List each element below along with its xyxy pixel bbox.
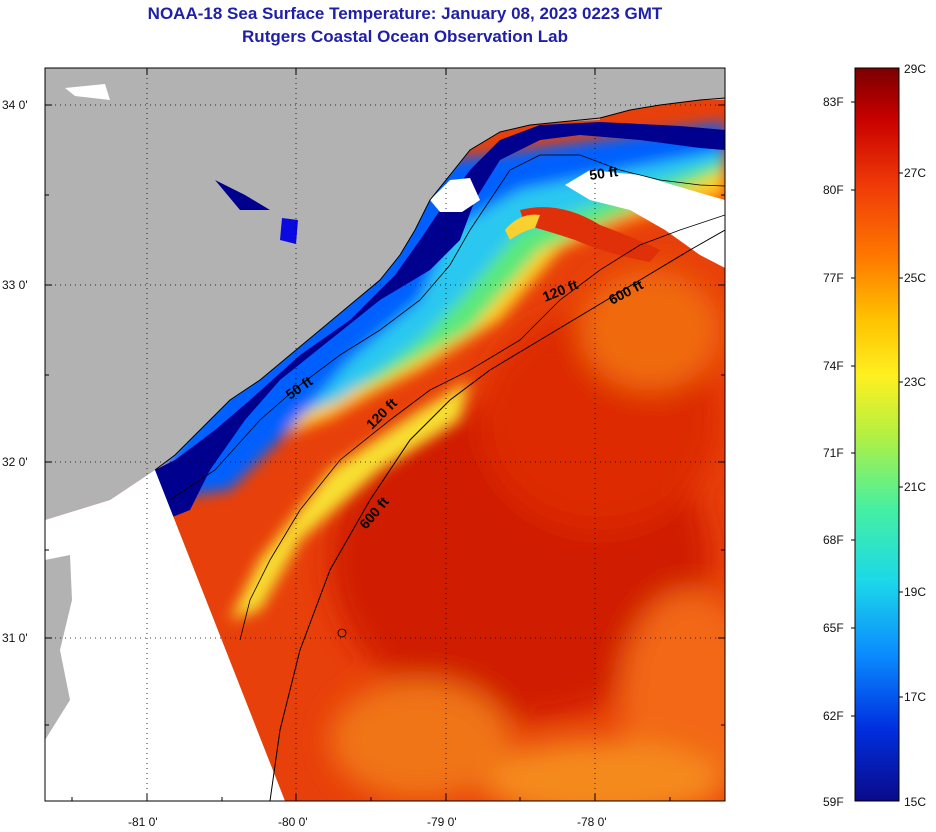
colorbar-c-label: 23C bbox=[904, 375, 927, 389]
isobath-600ft bbox=[269, 229, 725, 801]
blue-band bbox=[160, 122, 725, 500]
colorbar-c-label: 19C bbox=[904, 585, 927, 599]
colorbar bbox=[854, 67, 900, 802]
lat-label: 31 0' bbox=[2, 631, 28, 645]
cloud-patch bbox=[565, 170, 725, 268]
colorbar-f-label: 71F bbox=[823, 446, 844, 460]
lon-label: -79 0' bbox=[427, 815, 457, 829]
warm-filament bbox=[520, 207, 660, 262]
colorbar-c-label: 21C bbox=[904, 480, 927, 494]
isobath-50ft bbox=[169, 154, 725, 501]
lat-label: 34 0' bbox=[2, 98, 28, 112]
land bbox=[45, 68, 600, 520]
isobath-120ft bbox=[239, 214, 725, 641]
colorbar-f-label: 74F bbox=[823, 359, 844, 373]
colorbar-f-label: 80F bbox=[823, 183, 844, 197]
colorbar-c-label: 15C bbox=[904, 795, 927, 809]
colorbar-f-label: 65F bbox=[823, 621, 844, 635]
colorbar-c-label: 25C bbox=[904, 271, 927, 285]
coastline bbox=[154, 97, 725, 471]
no-data-swath bbox=[45, 470, 285, 801]
isobath-label: 50 ft bbox=[588, 163, 619, 183]
colorbar-f-label: 68F bbox=[823, 533, 844, 547]
colorbar-c-label: 17C bbox=[904, 690, 927, 704]
graticule bbox=[45, 68, 725, 801]
lat-label: 33 0' bbox=[2, 278, 28, 292]
colorbar-c-label: 29C bbox=[904, 62, 927, 76]
colorbar-f-label: 77F bbox=[823, 271, 844, 285]
colorbar-f-label: 62F bbox=[823, 709, 844, 723]
map-frame bbox=[44, 67, 726, 802]
lon-label: -78 0' bbox=[577, 815, 607, 829]
colorbar-f-label: 59F bbox=[823, 795, 844, 809]
map-title: NOAA-18 Sea Surface Temperature: January… bbox=[147, 4, 663, 23]
lon-label: -80 0' bbox=[278, 815, 308, 829]
lat-label: 32 0' bbox=[2, 455, 28, 469]
colorbar-f-label: 83F bbox=[823, 95, 844, 109]
map-subtitle: Rutgers Coastal Ocean Observation Lab bbox=[242, 27, 568, 46]
lon-label: -81 0' bbox=[128, 815, 158, 829]
colorbar-c-label: 27C bbox=[904, 166, 927, 180]
